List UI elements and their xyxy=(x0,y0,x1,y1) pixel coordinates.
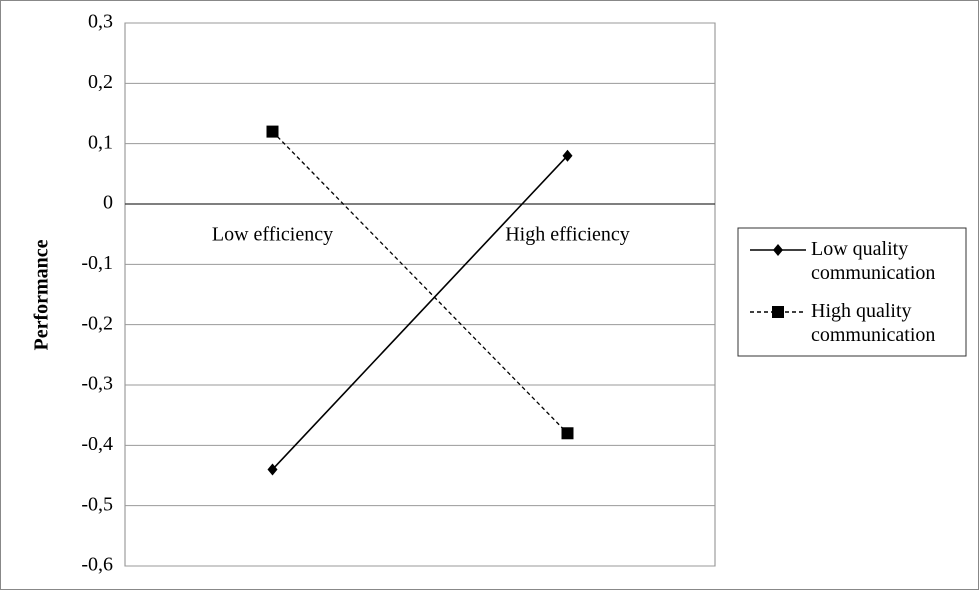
marker xyxy=(562,149,573,162)
y-tick-label: -0,3 xyxy=(81,373,113,395)
legend-label-line: Low quality xyxy=(811,238,913,260)
y-tick-label: -0,6 xyxy=(81,554,113,576)
plot-area xyxy=(124,22,716,567)
y-tick-label: 0,3 xyxy=(88,11,113,33)
marker xyxy=(266,125,279,138)
legend-label: Low quality communication xyxy=(811,238,935,284)
y-tick-label: -0,2 xyxy=(81,312,113,334)
y-tick-label: 0,2 xyxy=(88,71,113,93)
series-line xyxy=(272,131,568,434)
series-line xyxy=(271,155,569,471)
y-tick-label: 0 xyxy=(103,192,113,214)
y-tick-label: -0,5 xyxy=(81,493,113,515)
marker xyxy=(267,463,278,476)
x-tick-label: Low efficiency xyxy=(212,224,333,246)
marker xyxy=(773,244,783,256)
marker xyxy=(772,306,784,318)
legend-label-line: communication xyxy=(811,324,935,346)
legend-label: High quality communication xyxy=(811,300,935,346)
legend-label-line: communication xyxy=(811,262,935,284)
y-tick-label: -0,4 xyxy=(81,433,113,455)
y-tick-label: 0,1 xyxy=(88,131,113,153)
y-axis-label: Performance xyxy=(31,239,53,350)
x-tick-label: High efficiency xyxy=(505,224,630,246)
marker xyxy=(561,427,574,440)
y-tick-label: -0,1 xyxy=(81,252,113,274)
legend-label-line: High quality xyxy=(811,300,917,322)
